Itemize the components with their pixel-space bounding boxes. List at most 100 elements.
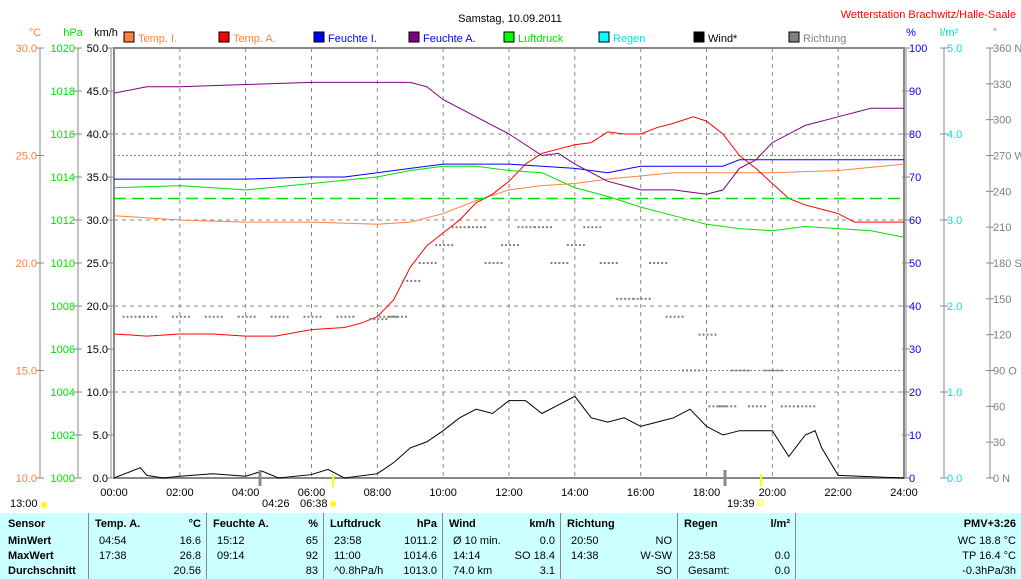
axis-unit-pressure: hPa [63,27,83,39]
summary-table: Sensor MinWert MaxWert Durchschnitt Temp. A.… [0,513,1021,579]
table-value: 3.1 [539,565,555,577]
direction-point [583,226,586,229]
direction-point [739,369,742,372]
legend-label: Feuchte A. [423,33,476,45]
direction-point [126,315,129,318]
table-value: 1014.6 [403,550,437,562]
axis-tick-label: 330 [993,79,1011,91]
legend-label: Feuchte I. [328,33,377,45]
direction-point [681,315,684,318]
direction-point [541,226,544,229]
axis-tick-label: 30 [993,437,1005,449]
table-time: Gesamt: [688,565,730,577]
direction-point [237,315,240,318]
direction-point [459,226,462,229]
direction-point [381,318,384,321]
axis-tick-label: 5.0 [947,43,962,55]
direction-point [468,226,471,229]
direction-point [463,226,466,229]
direction-point [724,405,727,408]
direction-point [171,315,174,318]
axis-tick-label: 1020 [51,43,75,55]
legend-swatch [788,31,800,43]
direction-point [496,262,499,264]
axis-unit-wind: km/h [94,27,118,39]
axis-tick-label: 20.0 [87,301,108,313]
axis-tick-label: 1002 [51,430,75,442]
direction-point [731,369,734,372]
time-tick-label: 08:00 [364,487,392,499]
direction-point [702,333,705,336]
table-time: 04:54 [99,535,127,547]
axis-tick-label: 60 [909,215,921,227]
direction-point [718,405,721,408]
direction-point [241,315,244,318]
table-value: 26.8 [179,550,201,562]
direction-point [665,315,668,318]
axis-tick-label: 20.0 [16,258,37,270]
axis-unit-direction: ° [993,27,997,39]
row-label: Durchschnitt [8,565,76,577]
sunset-icon [757,499,764,506]
direction-point [648,297,651,300]
axis-tick-label: 60 [993,401,1005,413]
direction-point [698,369,701,372]
direction-point [336,315,339,318]
direction-point [492,262,495,264]
direction-point [677,315,680,318]
time-tick-label: 24:00 [890,487,918,499]
direction-point [747,369,750,372]
axis-tick-label: 1000 [51,473,75,485]
direction-point [472,226,475,229]
direction-point [772,369,775,372]
direction-point [270,315,273,318]
legend-label: Richtung [803,33,846,45]
direction-point [640,297,643,300]
direction-point [402,279,405,282]
series-feuchte-i [114,159,904,180]
axis-tick-label: 270 W [993,151,1021,163]
axis-unit-rain: l/m² [940,27,959,39]
axis-tick-label: 210 [993,222,1011,234]
table-value: WC 18.8 °C [957,535,1016,547]
direction-point [175,315,178,318]
direction-point [694,369,697,372]
direction-point [712,405,715,408]
direction-point [142,315,145,318]
table-value: 16.6 [179,535,201,547]
time-tick-label: 02:00 [166,487,194,499]
station-name: Wetterstation Brachwitz/Halle-Saale [841,9,1016,21]
direction-point [611,262,614,264]
direction-point [451,226,454,229]
direction-point [747,405,750,408]
direction-point [805,405,808,408]
weather-chart: Samstag, 10.09.2011 Wetterstation Brachwi… [10,9,1021,510]
axis-tick-label: 360 N [993,43,1021,55]
table-unit: km/h [529,518,555,530]
table-header: Wind [449,518,476,530]
direction-point [344,315,347,318]
direction-point [134,315,137,318]
direction-point [385,318,388,321]
table-time: 17:38 [99,550,127,562]
table-column-press: Luftdruck hPa 23:58 1011.2 11:00 1014.6 ^0.8hP… [323,513,443,579]
direction-point [208,315,211,318]
direction-point [278,315,281,318]
direction-point [582,244,585,247]
direction-point [513,244,515,247]
direction-point [212,315,215,318]
direction-point [410,279,413,282]
table-unit: hPa [416,518,437,530]
table-time: 14:14 [453,550,481,562]
direction-point [735,369,738,372]
axis-tick-label: 1016 [51,129,75,141]
direction-point [274,315,277,318]
direction-point [484,262,487,264]
table-time: 09:14 [217,550,245,562]
time-tick-label: 16:00 [627,487,655,499]
table-value: 20.56 [173,565,201,577]
direction-point [340,315,343,318]
direction-point [509,244,511,247]
direction-point [311,315,314,318]
time-tick-label: 18:00 [693,487,721,499]
